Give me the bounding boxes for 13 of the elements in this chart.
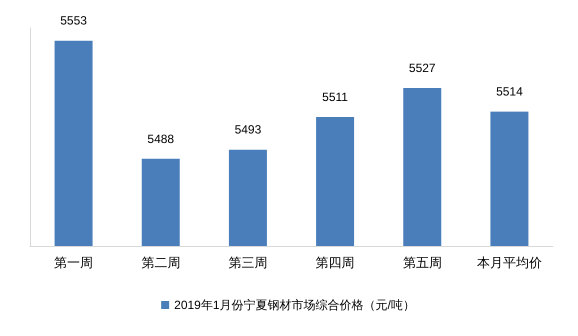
x-tick-label: 第二周: [141, 255, 180, 270]
data-label: 5511: [322, 90, 348, 104]
x-tick-label: 第五周: [402, 255, 442, 270]
x-tick-label: 第一周: [54, 255, 94, 270]
data-label: 5553: [60, 14, 88, 28]
x-tick-label: 第四周: [316, 255, 355, 270]
data-label: 5493: [234, 122, 262, 137]
data-label: 5488: [147, 132, 174, 146]
legend-label: 2019年1月份宁夏钢材市场综合价格（元/吨）: [174, 298, 415, 312]
x-tick-label: 本月平均价: [476, 255, 542, 270]
x-tick-label: 第三周: [228, 255, 268, 270]
data-label: 5527: [408, 60, 436, 75]
data-label: 5514: [496, 84, 524, 99]
